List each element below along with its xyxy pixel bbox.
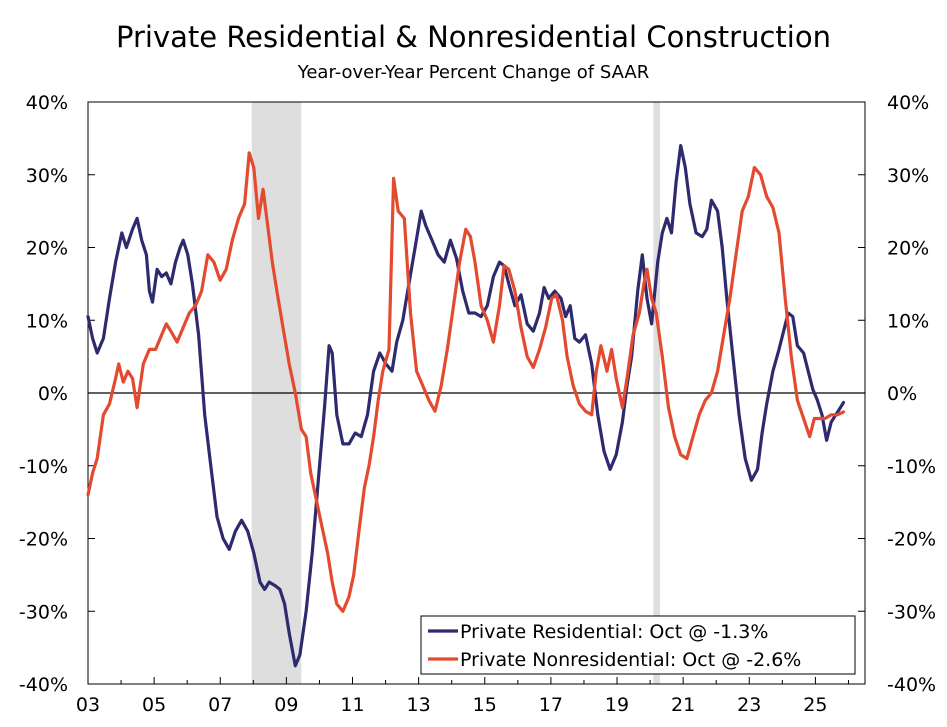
y-tick-label-left: 10%	[26, 310, 68, 332]
x-tick-label: 03	[76, 694, 100, 716]
y-tick-label-left: 0%	[38, 383, 68, 405]
legend-label-nonresidential: Private Nonresidential: Oct @ -2.6%	[460, 649, 801, 671]
x-tick-label: 15	[473, 694, 497, 716]
x-tick-label: 05	[142, 694, 166, 716]
x-tick-label: 19	[605, 694, 629, 716]
y-tick-label-left: -30%	[19, 601, 68, 623]
x-tick-label: 21	[671, 694, 695, 716]
y-tick-label-right: 20%	[887, 238, 929, 260]
chart-subtitle: Year-over-Year Percent Change of SAAR	[297, 62, 650, 83]
series-line-nonresidential	[86, 151, 846, 613]
x-tick-label: 07	[208, 694, 232, 716]
y-tick-label-left: 20%	[26, 238, 68, 260]
y-tick-label-left: 30%	[26, 165, 68, 187]
y-tick-label-left: 40%	[26, 92, 68, 114]
y-tick-label-left: -10%	[19, 456, 68, 478]
y-tick-label-right: 0%	[887, 383, 917, 405]
legend: Private Residential: Oct @ -1.3% Private…	[420, 615, 856, 675]
y-tick-label-right: -20%	[887, 529, 936, 551]
y-tick-label-right: 30%	[887, 165, 929, 187]
y-tick-label-left: -40%	[19, 674, 68, 696]
x-tick-label: 17	[539, 694, 563, 716]
x-tick-label: 09	[274, 694, 298, 716]
axis-ticks: -40% -40% -30% -30% -20% -20% -10% -10% 0% 0% 10% 1…	[19, 92, 936, 716]
x-tick-label: 11	[340, 694, 364, 716]
y-tick-label-left: -20%	[19, 529, 68, 551]
series-lines	[86, 144, 846, 668]
chart-title: Private Residential & Nonresidential Con…	[116, 20, 831, 54]
x-tick-label: 13	[407, 694, 431, 716]
x-tick-label: 25	[803, 694, 827, 716]
legend-label-residential: Private Residential: Oct @ -1.3%	[460, 621, 768, 643]
y-tick-label-right: -10%	[887, 456, 936, 478]
y-tick-label-right: -40%	[887, 674, 936, 696]
series-line-residential	[86, 144, 846, 668]
y-tick-label-right: 40%	[887, 92, 929, 114]
x-tick-label: 23	[737, 694, 761, 716]
y-tick-label-right: -30%	[887, 601, 936, 623]
legend-box	[420, 615, 856, 675]
y-tick-label-right: 10%	[887, 310, 929, 332]
